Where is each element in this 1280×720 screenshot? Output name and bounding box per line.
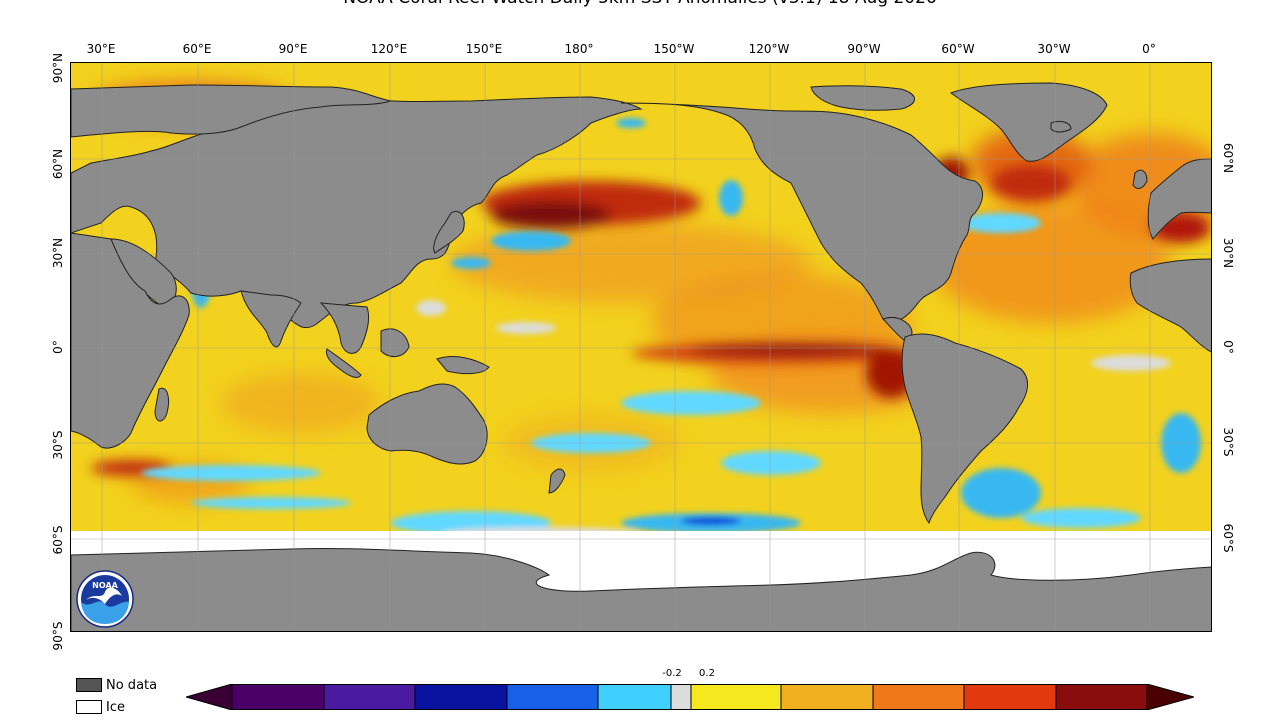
sumatra <box>326 348 362 378</box>
borneo <box>380 328 410 357</box>
madagascar <box>154 387 170 422</box>
europe <box>1147 158 1211 240</box>
land-masses <box>71 82 1211 631</box>
india <box>240 290 302 348</box>
colorbar-label-neg: -0.2 <box>662 668 682 679</box>
lon-tick-top: 60°W <box>941 42 975 56</box>
colorbar-segment <box>873 684 964 710</box>
lon-tick-top: 120°W <box>748 42 790 56</box>
lon-tick-top: 60°E <box>182 42 212 56</box>
colorbar-label-pos: 0.2 <box>699 668 715 679</box>
lon-tick-top: 150°E <box>465 42 503 56</box>
colorbar-arrow-right <box>1146 684 1194 710</box>
lat-tick-left: 30°S <box>51 430 65 460</box>
lat-tick-left: 90°S <box>51 621 65 651</box>
colorbar-segment <box>598 684 671 710</box>
graticule <box>71 63 1211 631</box>
colorbar-segment <box>671 684 691 710</box>
new-zealand <box>548 468 566 494</box>
lat-tick-right: 30°S <box>1221 427 1235 457</box>
lon-tick-top: 180° <box>564 42 594 56</box>
iceland <box>1050 120 1072 133</box>
south-america <box>901 333 1028 525</box>
greenland <box>949 82 1108 162</box>
ice-label: Ice <box>106 700 125 715</box>
new-guinea <box>436 356 490 375</box>
west-africa <box>1129 258 1211 353</box>
australia <box>366 383 488 465</box>
colorbar-segment <box>232 684 324 710</box>
lat-tick-right: 30°N <box>1221 237 1235 269</box>
northern-coast <box>71 84 392 138</box>
japan <box>433 211 465 254</box>
antarctica <box>71 547 1211 631</box>
map-canvas <box>71 63 1211 631</box>
indochina <box>319 302 370 354</box>
lon-tick-top: 0° <box>1142 42 1156 56</box>
lat-tick-left: 0° <box>51 340 65 354</box>
lat-tick-left: 90°N <box>51 52 65 84</box>
ice-swatch <box>76 700 102 714</box>
colorbar <box>186 684 1194 710</box>
colorbar-segment <box>415 684 507 710</box>
lon-tick-top: 90°W <box>847 42 881 56</box>
colorbar-segment <box>324 684 415 710</box>
colorbar-segment <box>964 684 1056 710</box>
colorbar-segment <box>781 684 873 710</box>
lon-tick-top: 90°E <box>278 42 308 56</box>
north-america <box>620 102 983 322</box>
lat-tick-left: 60°N <box>51 148 65 180</box>
colorbar-arrow-left <box>186 684 233 710</box>
lat-tick-right: 0° <box>1221 340 1235 354</box>
lat-tick-right: 60°N <box>1221 142 1235 174</box>
map-title: NOAA Coral Reef Watch Daily 5km SST Anom… <box>0 0 1280 8</box>
lat-tick-right: 60°S <box>1221 523 1235 553</box>
colorbar-segment <box>1056 684 1147 710</box>
british-isles <box>1132 169 1148 189</box>
logo-text: NOAA <box>92 581 118 590</box>
africa <box>71 232 190 449</box>
no-data-label: No data <box>106 678 158 693</box>
colorbar-segment <box>507 684 598 710</box>
colorbar-segment <box>691 684 781 710</box>
no-data-swatch <box>76 678 102 692</box>
lat-tick-left: 30°N <box>51 237 65 269</box>
lon-tick-top: 30°W <box>1037 42 1071 56</box>
noaa-logo: NOAA <box>76 570 134 628</box>
lon-tick-top: 150°W <box>653 42 695 56</box>
lon-tick-top: 120°E <box>370 42 408 56</box>
sst-anomaly-map[interactable] <box>70 62 1212 632</box>
lat-tick-left: 60°S <box>51 525 65 555</box>
lon-tick-top: 30°E <box>86 42 116 56</box>
